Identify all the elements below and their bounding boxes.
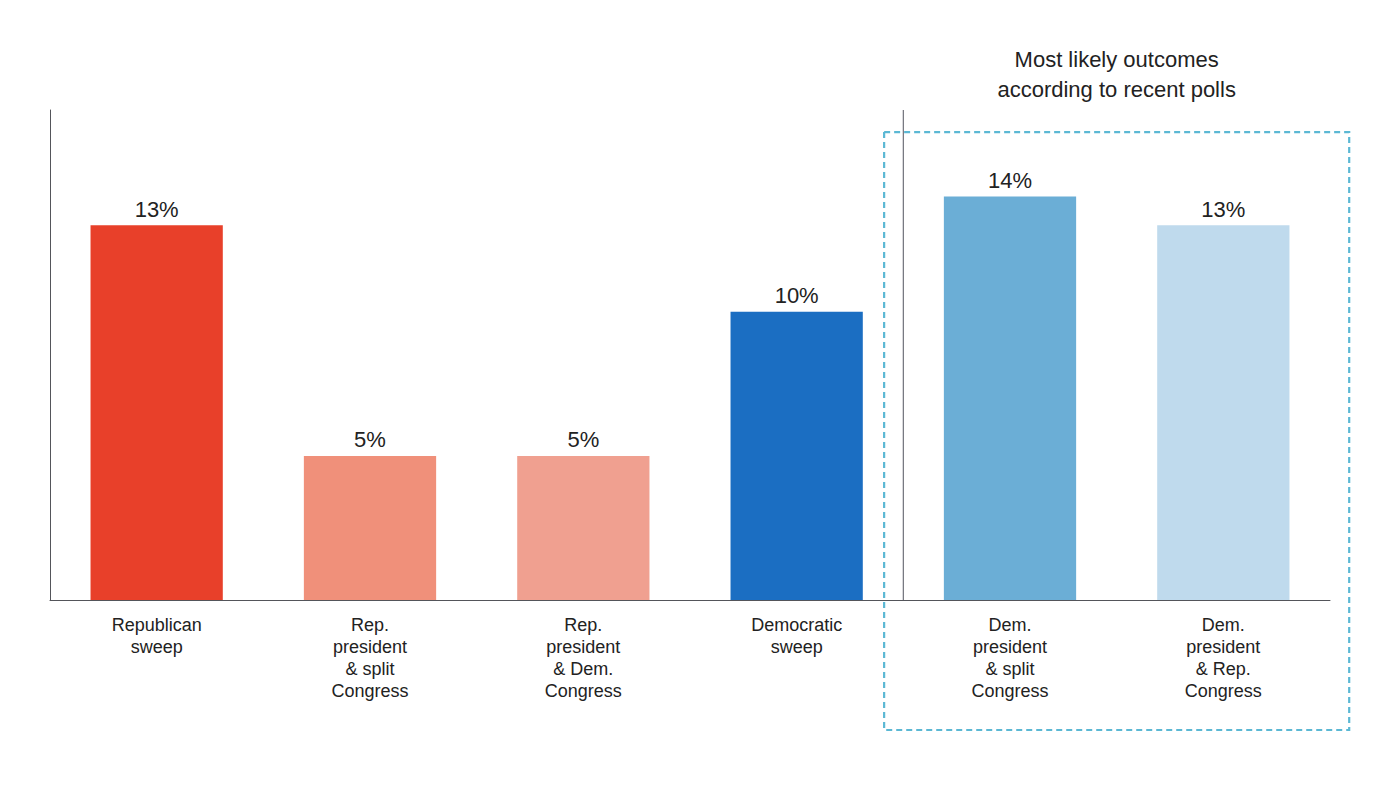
svg-text:& split: & split [345, 659, 394, 679]
svg-text:Congress: Congress [971, 681, 1048, 701]
svg-text:Congress: Congress [331, 681, 408, 701]
svg-text:& Dem.: & Dem. [553, 659, 613, 679]
svg-text:sweep: sweep [131, 637, 183, 657]
svg-text:Republican: Republican [112, 615, 202, 635]
svg-text:13%: 13% [1201, 197, 1245, 222]
svg-text:Most likely outcomes: Most likely outcomes [1015, 47, 1219, 72]
svg-text:& split: & split [985, 659, 1034, 679]
svg-text:5%: 5% [567, 427, 599, 452]
svg-text:president: president [546, 637, 620, 657]
svg-text:president: president [973, 637, 1047, 657]
svg-text:Dem.: Dem. [1202, 615, 1245, 635]
svg-text:Dem.: Dem. [988, 615, 1031, 635]
svg-text:Congress: Congress [1185, 681, 1262, 701]
svg-text:13%: 13% [135, 197, 179, 222]
svg-text:14%: 14% [988, 168, 1032, 193]
svg-text:president: president [333, 637, 407, 657]
svg-text:Democratic: Democratic [751, 615, 842, 635]
svg-text:10%: 10% [775, 283, 819, 308]
svg-text:Congress: Congress [545, 681, 622, 701]
svg-text:Rep.: Rep. [564, 615, 602, 635]
svg-text:& Rep.: & Rep. [1196, 659, 1251, 679]
svg-text:according to recent polls: according to recent polls [997, 77, 1235, 102]
svg-text:5%: 5% [354, 427, 386, 452]
svg-text:sweep: sweep [771, 637, 823, 657]
svg-text:Rep.: Rep. [351, 615, 389, 635]
svg-text:president: president [1186, 637, 1260, 657]
